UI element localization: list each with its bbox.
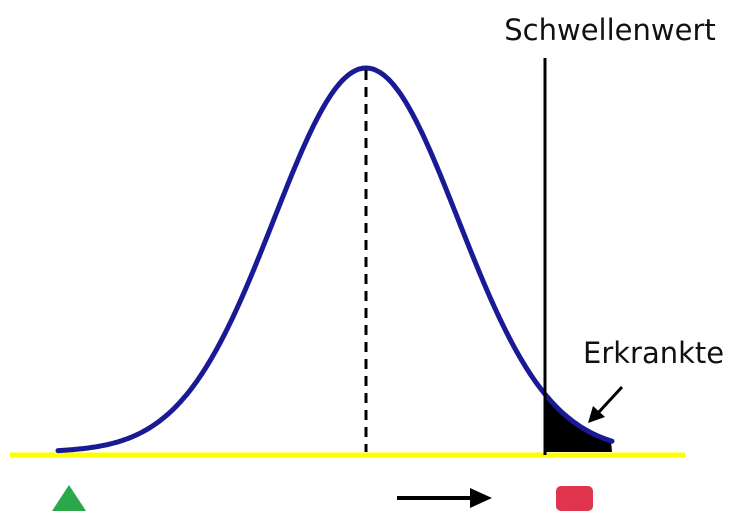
affected-label: Erkrankte bbox=[583, 336, 724, 370]
threshold-label: Schwellenwert bbox=[504, 13, 715, 47]
red-square-icon bbox=[556, 486, 593, 511]
green-triangle-icon bbox=[52, 485, 86, 511]
distribution-curve bbox=[55, 65, 615, 454]
pointer-arrow-icon bbox=[588, 385, 624, 423]
right-arrow-icon bbox=[397, 488, 492, 508]
affected-tail-area bbox=[545, 394, 612, 452]
